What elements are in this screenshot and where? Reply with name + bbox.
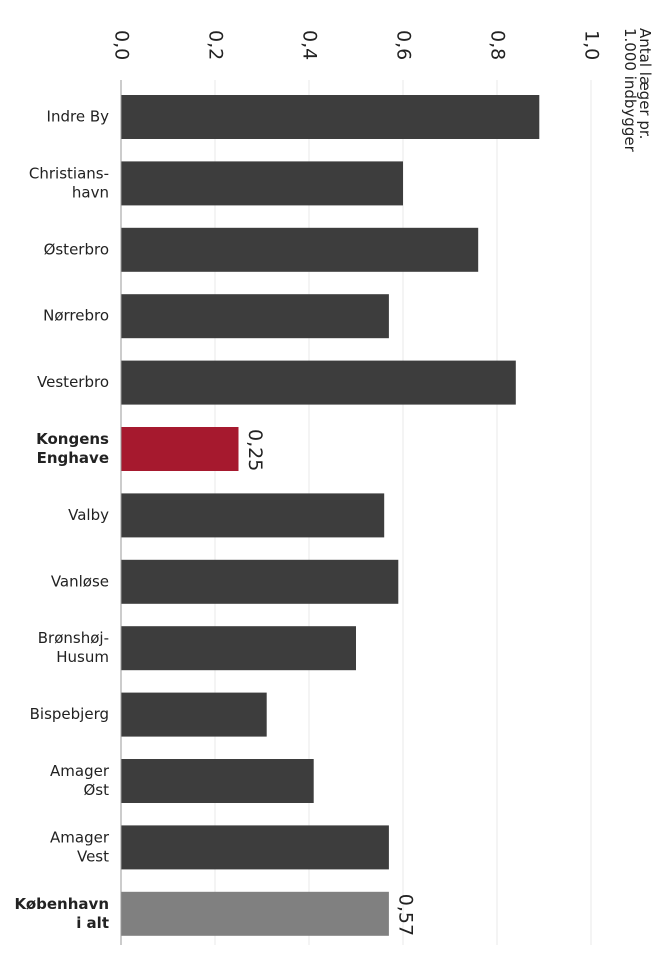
data-label: 0,57: [394, 894, 416, 936]
category-label: Christians-: [29, 164, 109, 182]
bar: [121, 759, 314, 803]
tick-label: 0,0: [111, 30, 133, 60]
bar: [121, 360, 516, 405]
unit-label: Antal læger pr.1.000 indbygger: [621, 28, 654, 153]
tick-label: 0,4: [299, 30, 321, 60]
bar: [121, 294, 389, 339]
category-label: Bispebjerg: [30, 705, 109, 723]
bar: [121, 427, 239, 471]
tick-label: 0,8: [487, 30, 509, 60]
category-label: Øst: [83, 781, 109, 799]
axis-ticks: 0,0 0,2 0,4 0,6 0,8 1,0: [111, 30, 603, 60]
category-label: i alt: [76, 914, 109, 932]
category-label: København: [14, 895, 109, 913]
category-labels: Indre By Christians-havn Østerbro Nørrebro V…: [14, 108, 109, 932]
category-label: Vest: [77, 847, 109, 865]
bar: [121, 161, 403, 206]
category-label: Indre By: [47, 108, 110, 126]
category-label: Kongens: [36, 430, 109, 448]
bar: [121, 626, 356, 671]
data-label: 0,25: [244, 429, 266, 471]
category-label: Nørrebro: [43, 307, 109, 325]
category-label: Enghave: [37, 449, 109, 467]
category-label: Husum: [56, 648, 109, 666]
bar: [121, 891, 389, 936]
category-label: havn: [72, 183, 109, 201]
category-label: Amager: [50, 762, 110, 780]
bars: [121, 95, 540, 936]
tick-label: 0,2: [205, 30, 227, 60]
tick-label: 1,0: [581, 30, 603, 60]
category-label: Vanløse: [51, 572, 109, 590]
bar: [121, 559, 399, 604]
bar: [121, 493, 385, 538]
unit-label-line: 1.000 indbygger: [621, 28, 639, 153]
tick-label: 0,6: [393, 30, 415, 60]
category-label: Brønshøj-: [38, 629, 109, 647]
category-label: Valby: [68, 506, 109, 524]
bar: [121, 825, 389, 870]
data-labels: 0,25 0,57: [244, 429, 416, 936]
bar: [121, 227, 479, 272]
bar: [121, 692, 267, 737]
category-label: Amager: [50, 828, 110, 846]
category-label: Østerbro: [44, 240, 109, 258]
unit-label-line: Antal læger pr.: [636, 28, 654, 139]
category-label: Vesterbro: [37, 373, 109, 391]
bar: [121, 95, 540, 139]
